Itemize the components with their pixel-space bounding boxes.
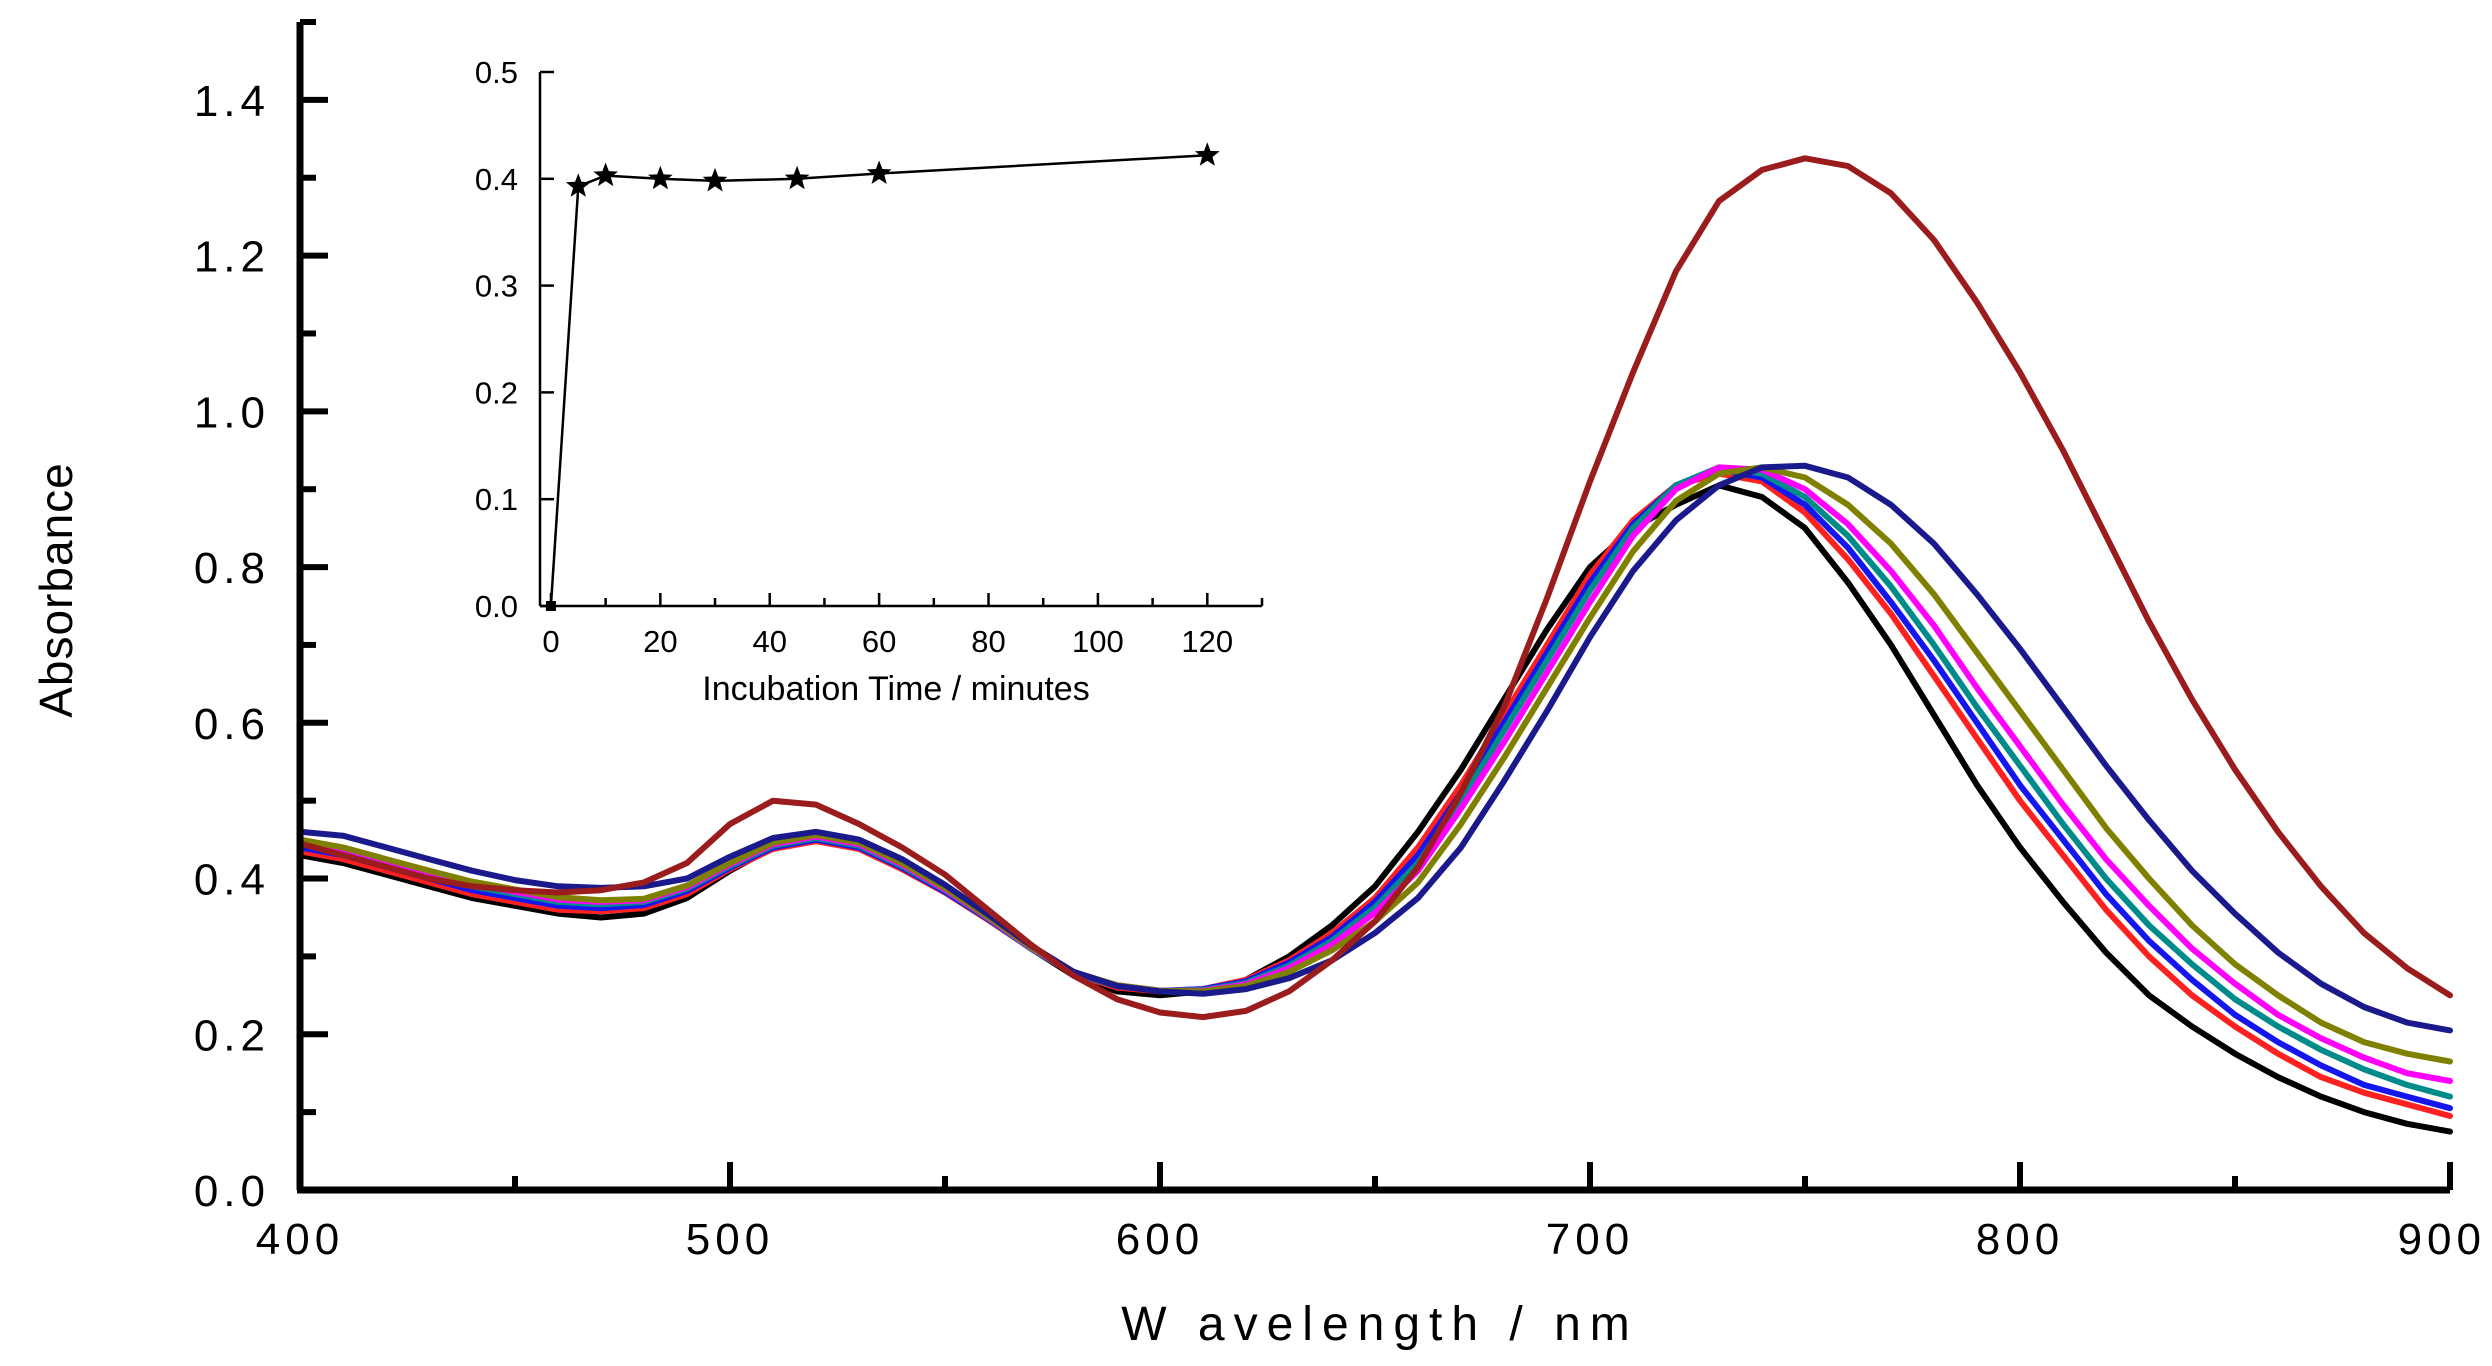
- main-x-tick-label: 400: [256, 1215, 344, 1264]
- main-x-axis-title: W avelength / nm: [1121, 1298, 1639, 1351]
- main-y-tick-label: 0.2: [194, 1011, 270, 1060]
- inset-x-tick-label: 20: [643, 624, 677, 659]
- inset-y-tick-label: 0.3: [475, 269, 518, 304]
- inset-data-point-star: [565, 173, 591, 197]
- main-y-tick-label: 0.0: [194, 1167, 270, 1216]
- spectrum-line-black: [297, 482, 2453, 1135]
- inset-data-point-star: [1194, 142, 1220, 166]
- inset-x-tick-label: 100: [1072, 624, 1124, 659]
- main-y-tick-label: 0.6: [194, 700, 270, 749]
- inset-x-tick-label: 120: [1181, 624, 1233, 659]
- inset-data-point-star: [702, 167, 728, 192]
- main-y-tick-label: 1.2: [194, 233, 270, 282]
- main-y-tick-label: 1.4: [194, 77, 270, 126]
- spectrum-line-navy: [297, 462, 2453, 1034]
- main-x-tick-label: 800: [1976, 1215, 2064, 1264]
- inset-y-tick-label: 0.4: [475, 162, 518, 197]
- inset-y-tick-label: 0.0: [475, 589, 518, 624]
- main-y-tick-label: 0.4: [194, 856, 270, 905]
- inset-x-axis-title: Incubation Time / minutes: [702, 670, 1089, 708]
- inset-data-point-star: [648, 165, 673, 190]
- inset-x-tick-label: 40: [752, 624, 786, 659]
- inset-axes-group: 0.0 0.1 0.2 0.3 0.4 0.5 0 20 40 60 80 100 120: [475, 55, 1264, 659]
- main-x-tick-label: 600: [1116, 1215, 1204, 1264]
- inset-data-point-star: [866, 160, 892, 184]
- inset-x-tick-label: 0: [542, 624, 559, 659]
- main-y-axis-title: Absorbance: [30, 462, 82, 718]
- inset-y-tick-label: 0.2: [475, 375, 518, 410]
- inset-x-tick-label: 80: [971, 624, 1005, 659]
- inset-y-tick-label: 0.1: [475, 482, 518, 517]
- main-series-group: [297, 155, 2453, 1135]
- inset-data-line: [549, 154, 1208, 607]
- main-y-tick-label: 0.8: [194, 544, 270, 593]
- main-x-tick-label: 700: [1546, 1215, 1634, 1264]
- spectrum-line-dark-red: [297, 155, 2453, 1021]
- inset-incubation-chart: 0.0 0.1 0.2 0.3 0.4 0.5 0 20 40 60 80 100 120 Incuba…: [475, 55, 1264, 708]
- inset-data-point-star: [593, 162, 618, 187]
- inset-x-tick-label: 60: [862, 624, 896, 659]
- inset-series-group: [545, 142, 1220, 611]
- inset-y-tick-label: 0.5: [475, 55, 518, 90]
- inset-data-point: [545, 601, 556, 611]
- spectrum-line-magenta: [297, 464, 2453, 1084]
- inset-data-point-star: [784, 165, 810, 190]
- main-x-tick-label: 900: [2398, 1215, 2486, 1264]
- main-y-tick-label: 1.0: [194, 388, 270, 437]
- spectrum-line-teal: [297, 464, 2453, 1100]
- main-x-tick-label: 500: [686, 1215, 774, 1264]
